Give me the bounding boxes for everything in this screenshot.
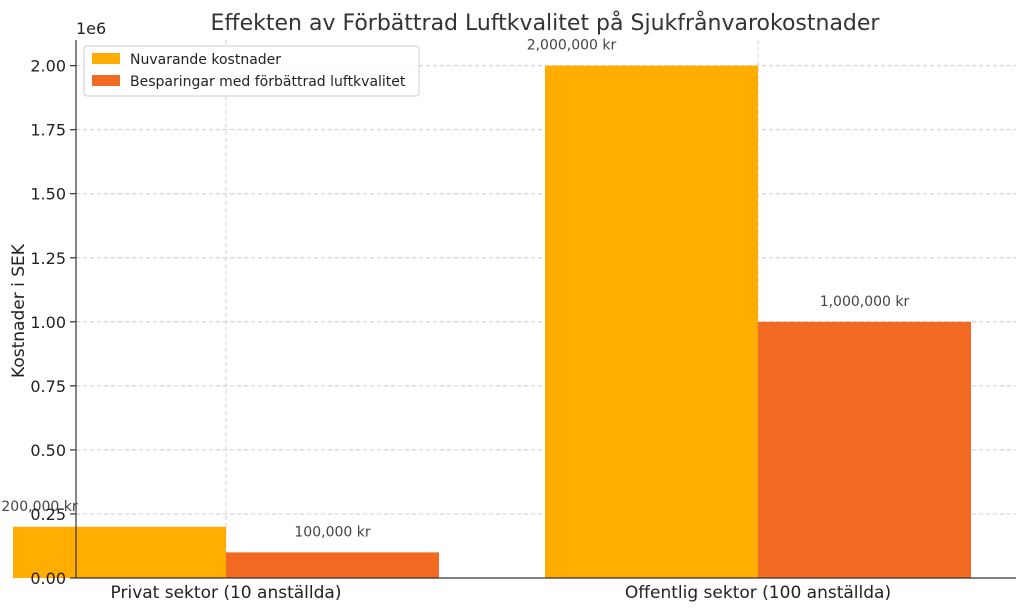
- bar-current-cost: [13, 526, 226, 578]
- axes-layer: 0.00 0.25 0.50 0.75 1.00 1.25 1.50 1.75 2.00 Priv…: [30, 40, 1016, 603]
- legend-label: Nuvarande kostnader: [130, 52, 281, 68]
- chart-title: Effekten av Förbättrad Luftkvalitet på S…: [211, 10, 881, 36]
- y-tick-label: 2.00: [30, 57, 66, 76]
- y-tick-label: 0.25: [30, 505, 66, 524]
- y-tick-label: 1.50: [30, 185, 66, 204]
- bar-savings: [226, 552, 439, 578]
- data-label: 200,000 kr: [1, 499, 77, 515]
- y-tick-label: 0.50: [30, 441, 66, 460]
- y-tick-label: 1.75: [30, 121, 66, 140]
- legend-box: [83, 45, 420, 97]
- legend-swatch: [92, 75, 120, 86]
- data-label: 2,000,000 kr: [527, 38, 617, 54]
- y-axis-offset-label: 1e6: [76, 19, 106, 38]
- bars-layer: [13, 65, 971, 579]
- data-labels-layer: 200,000 kr 2,000,000 kr 100,000 kr 1,000,00…: [1, 38, 909, 541]
- bar-savings: [758, 321, 971, 578]
- legend: Nuvarande kostnader Besparingar med förbä…: [83, 45, 420, 97]
- y-tick-label: 0.75: [30, 377, 66, 396]
- x-tick-label: Offentlig sektor (100 anställda): [625, 583, 891, 603]
- y-tick-label: 0.00: [30, 569, 66, 588]
- y-tick-label: 1.00: [30, 313, 66, 332]
- data-label: 100,000 kr: [294, 524, 370, 540]
- y-tick-label: 1.25: [30, 249, 66, 268]
- x-tick-label: Privat sektor (10 anställda): [111, 583, 342, 603]
- legend-swatch: [92, 53, 120, 64]
- y-axis-label: Kostnader i SEK: [9, 243, 29, 378]
- data-label: 1,000,000 kr: [820, 294, 910, 310]
- legend-label: Besparingar med förbättrad luftkvalitet: [130, 74, 406, 90]
- bar-current-cost: [545, 65, 758, 579]
